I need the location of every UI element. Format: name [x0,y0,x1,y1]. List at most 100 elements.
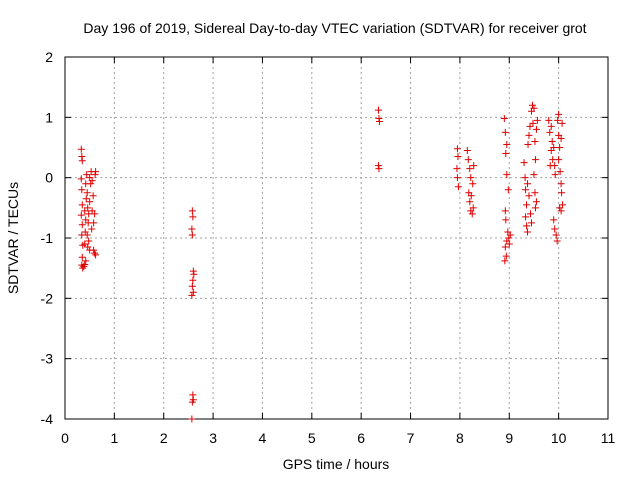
data-point [188,207,196,215]
data-point [505,240,513,248]
data-point [531,156,539,164]
x-tick-label: 8 [456,430,464,446]
data-point [531,137,539,145]
data-point [547,147,555,155]
data-point [78,186,86,194]
x-tick-label: 3 [209,430,217,446]
data-point [502,252,510,260]
data-point [188,291,196,299]
data-point [556,204,564,212]
data-point [501,243,509,251]
data-point [532,198,540,206]
data-point [78,157,86,165]
data-point [374,106,382,114]
data-point [77,145,85,153]
data-point [526,122,534,130]
data-point [503,140,511,148]
data-point [505,234,513,242]
data-point [88,225,96,233]
data-point [506,231,514,239]
x-tick-label: 0 [61,430,69,446]
data-point [525,131,533,139]
data-point [546,128,554,136]
data-point [92,251,100,259]
data-point [83,189,91,197]
data-point [188,231,196,239]
data-point [189,288,197,296]
data-point [189,276,197,284]
y-tick-label: 2 [45,49,53,65]
data-point [525,192,533,200]
data-point [453,145,461,153]
data-point [522,213,530,221]
grid-layer [65,57,608,419]
x-tick-label: 6 [357,430,365,446]
data-point [86,198,94,206]
data-point [375,118,383,126]
data-point [551,171,559,179]
x-tick-label: 10 [551,430,567,446]
data-point [530,171,538,179]
data-point [548,137,556,145]
data-point [501,128,509,136]
data-point [83,171,91,179]
data-point [527,219,535,227]
data-point [83,231,91,239]
data-point [82,195,90,203]
data-point [467,174,475,182]
y-tick-label: -3 [41,351,54,367]
data-point [554,116,562,124]
data-point [82,257,90,265]
data-point [500,115,508,123]
data-point [555,110,563,118]
data-point [523,201,531,209]
data-point [520,159,528,167]
data-point [80,262,88,270]
y-tick-label: 0 [45,170,53,186]
data-point [92,168,100,176]
data-point [78,253,86,261]
data-point [467,192,475,200]
data-point [531,204,539,212]
data-point [501,207,509,215]
data-point [555,156,563,164]
data-point [557,207,565,215]
x-tick-label: 1 [110,430,118,446]
data-point [504,186,512,194]
data-point [453,174,461,182]
data-point [502,150,510,158]
data-point [557,134,565,142]
data-point [558,119,566,127]
y-tick-label: -4 [41,411,54,427]
data-point [85,237,93,245]
data-point [84,204,92,212]
data-point [189,213,197,221]
data-point [524,140,532,148]
x-tick-label: 7 [407,430,415,446]
data-point [91,249,99,257]
data-point [501,257,509,265]
y-tick-label: 1 [45,109,53,125]
data-point [523,222,531,230]
data-point [188,282,196,290]
data-point [453,165,461,173]
data-point [502,216,510,224]
data-point [466,198,474,206]
data-point [78,201,86,209]
data-point [524,228,532,236]
data-point [549,156,557,164]
data-point [550,216,558,224]
data-point [454,153,462,161]
data-point [87,180,95,188]
data-point [556,168,564,176]
x-tick-label: 4 [259,430,267,446]
tick-layer: 0 1 2 3 4 5 6 7 8 9 10 11 -4 -3 -2 -1 0 1 2 [41,49,616,446]
data-point [556,144,564,151]
data-point [79,264,87,272]
data-point [188,415,196,423]
data-point [533,116,541,124]
data-point [468,210,476,218]
data-point [531,189,539,197]
data-point [528,101,536,109]
